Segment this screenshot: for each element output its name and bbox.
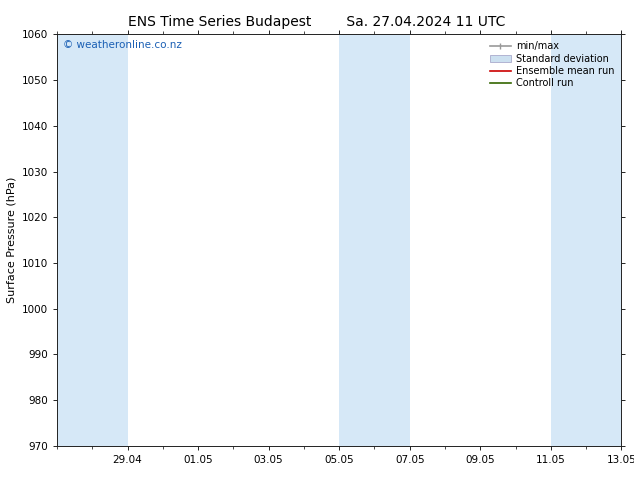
Y-axis label: Surface Pressure (hPa): Surface Pressure (hPa)	[6, 177, 16, 303]
Text: ENS Time Series Budapest        Sa. 27.04.2024 11 UTC: ENS Time Series Budapest Sa. 27.04.2024 …	[128, 15, 506, 29]
Bar	[339, 34, 410, 446]
Text: © weatheronline.co.nz: © weatheronline.co.nz	[63, 41, 181, 50]
Legend: min/max, Standard deviation, Ensemble mean run, Controll run: min/max, Standard deviation, Ensemble me…	[488, 39, 616, 90]
Bar	[57, 34, 127, 446]
Bar	[551, 34, 621, 446]
